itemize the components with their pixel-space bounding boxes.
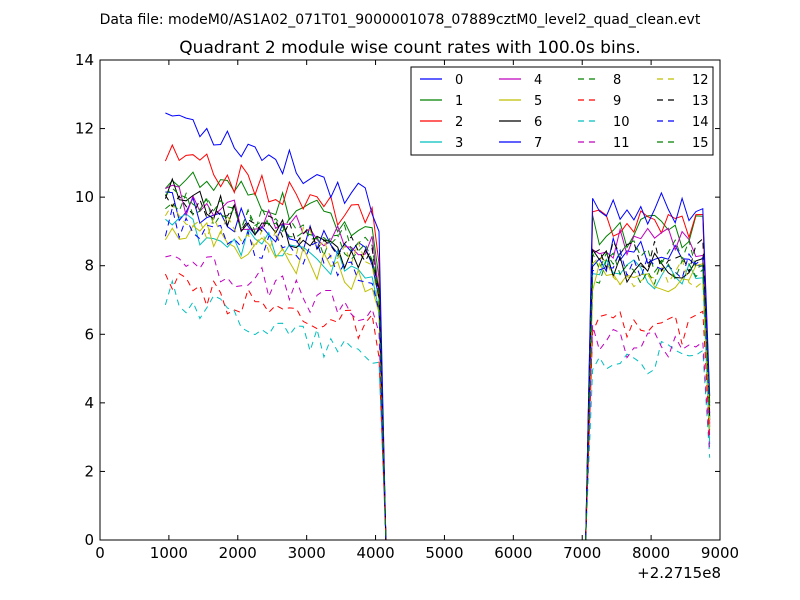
legend-label-15: 15 xyxy=(692,136,709,151)
series-line-3 xyxy=(165,213,711,541)
legend-label-1: 1 xyxy=(455,94,463,109)
suptitle: Data file: modeM0/AS1A02_071T01_90000010… xyxy=(100,12,701,28)
y-tick-label: 0 xyxy=(84,531,94,549)
legend-label-14: 14 xyxy=(692,115,709,130)
series-line-2 xyxy=(164,143,711,541)
x-tick-label: 0 xyxy=(95,544,105,562)
legend-label-11: 11 xyxy=(613,136,630,151)
y-tick-label: 4 xyxy=(84,394,94,412)
legend-label-8: 8 xyxy=(613,73,621,88)
series-line-5 xyxy=(164,221,711,541)
axes-frame xyxy=(99,59,721,541)
series-line-14 xyxy=(164,207,711,541)
x-tick-label: 8000 xyxy=(632,544,670,562)
legend-box xyxy=(410,66,714,156)
legend-label-12: 12 xyxy=(692,73,709,88)
x-offset-label: +2.2715e8 xyxy=(637,564,721,582)
x-tick-label: 5000 xyxy=(425,544,463,562)
series-line-13 xyxy=(164,194,711,541)
y-tick-label: 12 xyxy=(75,120,94,138)
series-line-4 xyxy=(165,184,711,541)
legend-label-13: 13 xyxy=(692,94,709,109)
y-tick-label: 8 xyxy=(84,257,94,275)
legend-label-5: 5 xyxy=(534,94,542,109)
y-tick-label: 2 xyxy=(84,462,94,480)
plot-area xyxy=(164,112,711,541)
x-tick-label: 2000 xyxy=(219,544,257,562)
x-tick-label: 7000 xyxy=(563,544,601,562)
series-line-15 xyxy=(165,192,711,541)
legend-label-4: 4 xyxy=(534,73,542,88)
legend-label-3: 3 xyxy=(455,136,463,151)
series-line-11 xyxy=(165,254,711,541)
y-tick-label: 6 xyxy=(84,325,94,343)
series-line-8 xyxy=(165,187,711,541)
series-line-7 xyxy=(165,112,711,541)
x-tick-label: 4000 xyxy=(356,544,394,562)
legend-label-0: 0 xyxy=(455,73,463,88)
y-tick-label: 10 xyxy=(75,188,94,206)
y-tick-label: 14 xyxy=(75,51,94,69)
x-tick-label: 3000 xyxy=(288,544,326,562)
x-tick-label: 6000 xyxy=(494,544,532,562)
legend-label-10: 10 xyxy=(613,115,630,130)
chart-title: Quadrant 2 module wise count rates with … xyxy=(179,38,640,58)
legend-label-6: 6 xyxy=(534,115,542,130)
legend-label-2: 2 xyxy=(455,115,463,130)
series-line-6 xyxy=(164,177,711,541)
x-tick-label: 1000 xyxy=(150,544,188,562)
legend-label-9: 9 xyxy=(613,94,621,109)
series-line-10 xyxy=(164,279,711,541)
x-tick-label: 9000 xyxy=(701,544,739,562)
x-axis: 0 1000 2000 3000 4000 5000 6000 7000 8000 9000 xyxy=(95,60,739,562)
series-line-9 xyxy=(164,272,711,541)
legend-label-7: 7 xyxy=(534,136,542,151)
